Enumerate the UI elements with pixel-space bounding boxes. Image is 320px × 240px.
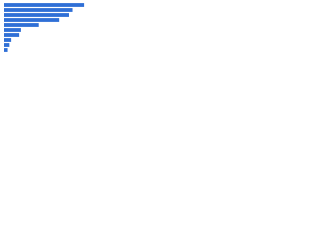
bar (4, 3, 85, 7)
bar (4, 23, 39, 27)
bar (4, 13, 69, 17)
bar (4, 28, 21, 32)
bar (4, 43, 10, 47)
bar (4, 38, 12, 42)
chart (0, 0, 100, 71)
bar (4, 48, 8, 52)
bar (4, 8, 73, 12)
bar (4, 18, 60, 22)
page: (() => { const data = JSON.parse(documen… (0, 0, 320, 71)
bar (4, 33, 20, 37)
